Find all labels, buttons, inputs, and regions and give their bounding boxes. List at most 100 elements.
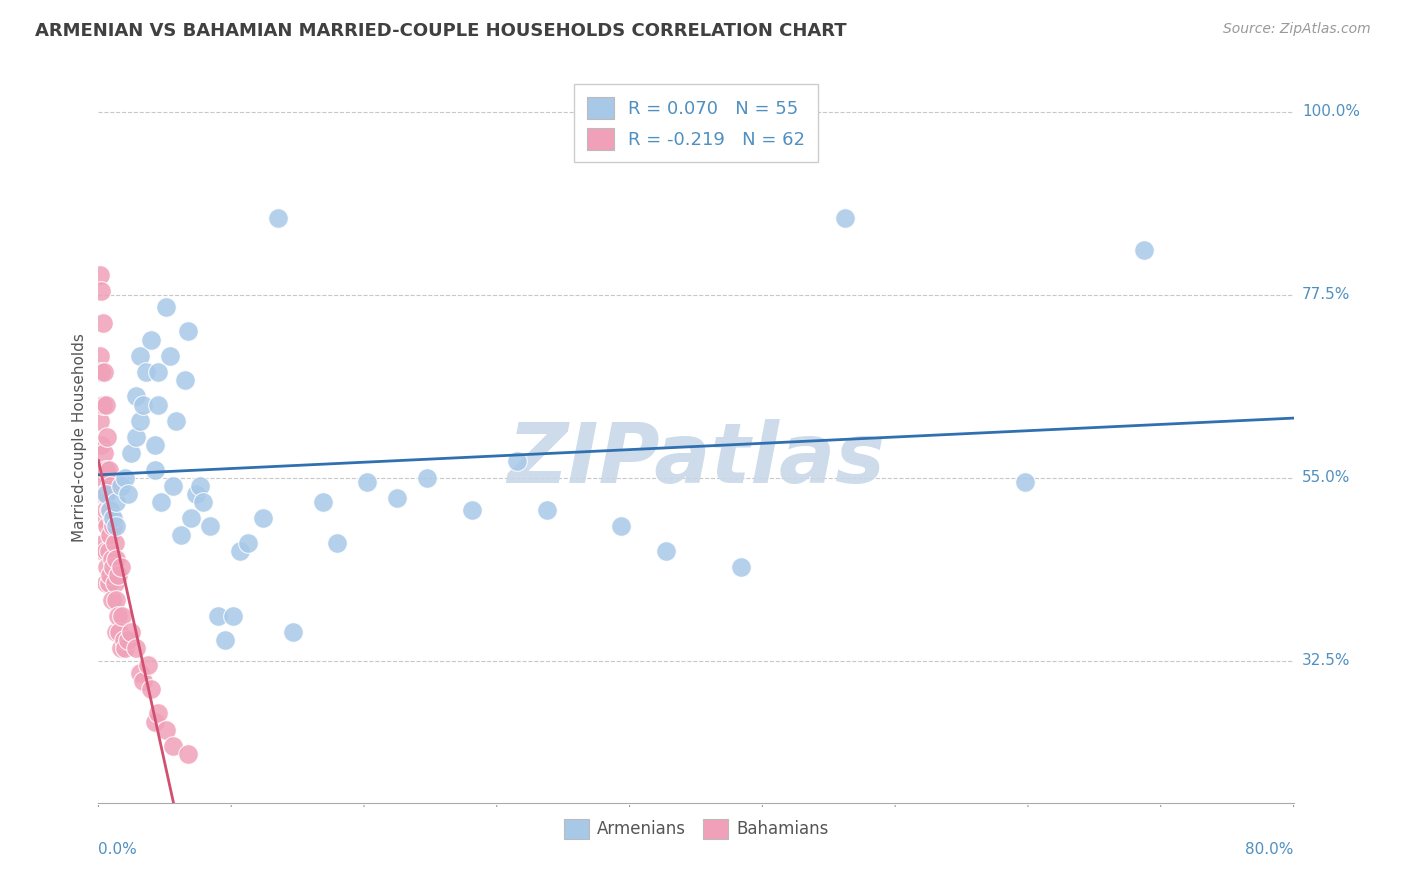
Point (112, 633, 135, 648)
Point (89, 414, 111, 428)
Point (267, 211, 290, 225)
Point (162, 479, 184, 493)
Text: 80.0%: 80.0% (1246, 842, 1294, 856)
Point (96, 560, 118, 574)
Point (89, 268, 111, 282)
Point (105, 519, 128, 533)
Point (174, 373, 197, 387)
Point (150, 495, 173, 509)
Point (94, 576, 117, 591)
Point (148, 706, 170, 721)
Point (101, 592, 124, 607)
Point (177, 325, 200, 339)
Point (103, 560, 125, 574)
Point (105, 592, 128, 607)
Point (111, 608, 134, 623)
Point (143, 438, 166, 452)
Point (252, 511, 274, 525)
Point (236, 535, 259, 549)
Point (125, 389, 148, 403)
Point (169, 527, 191, 541)
Point (90, 487, 112, 501)
Text: 55.0%: 55.0% (1302, 470, 1350, 485)
Point (129, 665, 152, 680)
Point (536, 503, 558, 517)
Point (655, 544, 678, 558)
Point (129, 349, 152, 363)
Point (94, 544, 117, 558)
Point (120, 625, 142, 640)
Point (110, 641, 132, 656)
Point (91, 398, 114, 412)
Point (184, 487, 207, 501)
Point (1014, 475, 1036, 489)
Point (385, 491, 409, 505)
Point (155, 300, 177, 314)
Point (107, 608, 129, 623)
Point (125, 430, 148, 444)
Point (104, 535, 127, 549)
Point (129, 414, 152, 428)
Point (356, 475, 378, 489)
Point (200, 519, 222, 533)
Point (132, 673, 155, 688)
Point (125, 641, 148, 656)
Point (97, 462, 120, 476)
Point (93, 365, 115, 379)
Point (139, 333, 162, 347)
Point (461, 503, 484, 517)
Point (143, 714, 166, 729)
Point (93, 535, 115, 549)
Point (91, 544, 114, 558)
Point (311, 495, 333, 509)
Point (94, 503, 117, 517)
Point (207, 608, 229, 623)
Point (97, 544, 120, 558)
Point (103, 511, 125, 525)
Point (162, 739, 184, 753)
Point (90, 365, 112, 379)
Point (222, 608, 245, 623)
Point (120, 446, 142, 460)
Point (91, 316, 114, 330)
Point (103, 519, 125, 533)
Point (98, 568, 122, 582)
Legend: Armenians, Bahamians: Armenians, Bahamians (557, 812, 835, 846)
Point (91, 511, 114, 525)
Point (90, 284, 112, 298)
Point (834, 211, 856, 225)
Y-axis label: Married-couple Households: Married-couple Households (72, 333, 87, 541)
Point (114, 471, 136, 485)
Point (96, 487, 118, 501)
Text: Source: ZipAtlas.com: Source: ZipAtlas.com (1223, 22, 1371, 37)
Point (143, 462, 166, 476)
Point (229, 544, 252, 558)
Point (101, 552, 124, 566)
Point (132, 398, 155, 412)
Text: 0.0%: 0.0% (98, 842, 138, 856)
Point (506, 454, 529, 468)
Point (135, 365, 157, 379)
Point (214, 633, 236, 648)
Point (191, 495, 214, 509)
Point (104, 576, 127, 591)
Point (98, 527, 122, 541)
Point (101, 511, 124, 525)
Point (180, 511, 202, 525)
Point (94, 462, 117, 476)
Point (89, 349, 111, 363)
Point (97, 503, 120, 517)
Point (94, 487, 117, 501)
Point (98, 479, 122, 493)
Point (281, 625, 304, 640)
Point (110, 479, 132, 493)
Point (93, 487, 115, 501)
Point (105, 495, 128, 509)
Point (188, 479, 211, 493)
Point (105, 552, 128, 566)
Point (610, 519, 633, 533)
Point (730, 560, 752, 574)
Text: ARMENIAN VS BAHAMIAN MARRIED-COUPLE HOUSEHOLDS CORRELATION CHART: ARMENIAN VS BAHAMIAN MARRIED-COUPLE HOUS… (35, 22, 846, 40)
Point (155, 723, 177, 737)
Point (1133, 243, 1156, 257)
